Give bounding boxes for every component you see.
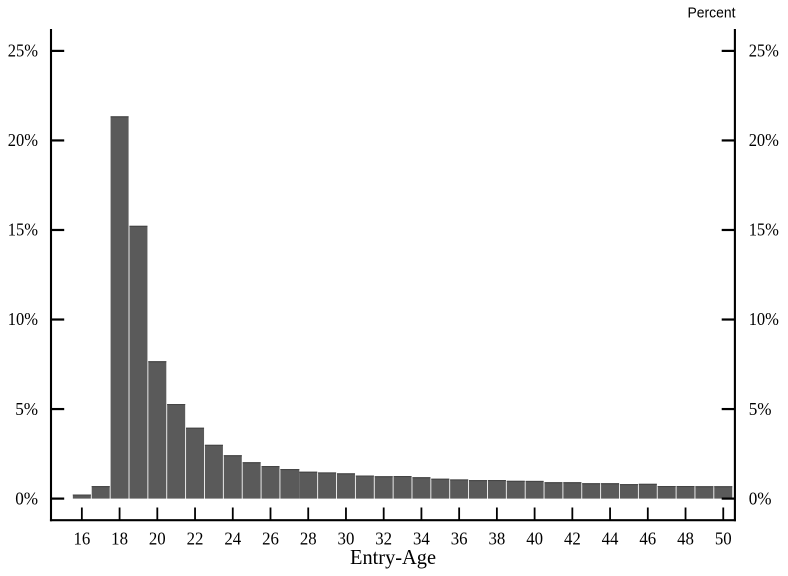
svg-text:10%: 10% [8,309,38,329]
svg-text:28: 28 [300,528,317,548]
svg-text:20: 20 [149,528,166,548]
svg-text:0%: 0% [749,488,772,508]
svg-text:22: 22 [187,528,204,548]
svg-text:50: 50 [715,528,732,548]
svg-text:24: 24 [224,528,241,548]
svg-text:10%: 10% [749,309,779,329]
svg-text:25%: 25% [8,41,38,61]
svg-text:0%: 0% [15,488,38,508]
svg-text:15%: 15% [8,220,38,240]
svg-text:30: 30 [338,528,355,548]
svg-text:32: 32 [375,528,392,548]
svg-text:34: 34 [413,528,430,548]
svg-text:5%: 5% [15,399,38,419]
svg-text:48: 48 [677,528,694,548]
svg-text:26: 26 [262,528,279,548]
svg-text:18: 18 [111,528,128,548]
svg-text:5%: 5% [749,399,772,419]
svg-text:36: 36 [451,528,468,548]
svg-text:40: 40 [526,528,543,548]
svg-text:15%: 15% [749,220,779,240]
svg-text:Percent: Percent [688,5,736,21]
svg-text:25%: 25% [749,41,779,61]
svg-text:20%: 20% [8,130,38,150]
svg-text:Entry-Age: Entry-Age [350,545,436,569]
svg-text:38: 38 [488,528,505,548]
svg-text:44: 44 [602,528,619,548]
svg-text:42: 42 [564,528,581,548]
svg-text:16: 16 [73,528,90,548]
svg-text:46: 46 [639,528,656,548]
svg-text:20%: 20% [749,130,779,150]
